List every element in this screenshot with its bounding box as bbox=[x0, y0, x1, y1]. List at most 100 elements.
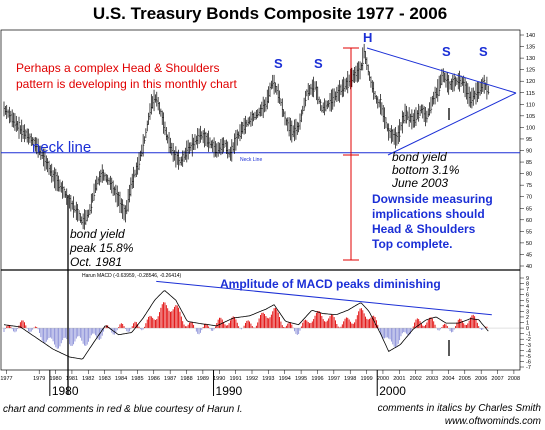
price-tick-label: 75 bbox=[526, 183, 532, 189]
price-series bbox=[3, 43, 490, 230]
year-tick-label: 2007 bbox=[491, 376, 503, 382]
downside-line-4: Top complete. bbox=[372, 237, 452, 251]
year-tick-label: 1993 bbox=[262, 376, 274, 382]
year-tick-label: 2005 bbox=[459, 376, 471, 382]
price-tick-label: 60 bbox=[526, 218, 532, 224]
price-tick-label: 105 bbox=[526, 114, 535, 120]
x-axis: 1977 1979 1980 1981 1982 1983 1984 1985 1986 1987… bbox=[0, 370, 520, 398]
macd-tick-label: 0 bbox=[526, 326, 529, 332]
year-tick-label: 2002 bbox=[410, 376, 422, 382]
year-tick-label: 1977 bbox=[0, 376, 12, 382]
macd-tick-label: 2 bbox=[526, 315, 529, 321]
macd-tick-label: 7 bbox=[526, 287, 529, 293]
price-tick-label: 135 bbox=[526, 45, 535, 51]
downside-line-1: Downside measuring bbox=[372, 192, 493, 206]
upper-trend-line bbox=[366, 47, 517, 94]
price-tick-label: 40 bbox=[526, 264, 532, 270]
year-tick-label: 1990 bbox=[213, 376, 225, 382]
macd-tick-label: -6 bbox=[526, 359, 531, 365]
yield-bottom-line-1: bond yield bbox=[392, 150, 447, 164]
credit-right-2: www.oftwominds.com bbox=[445, 416, 541, 427]
price-tick-label: 85 bbox=[526, 160, 532, 166]
price-tick-label: 120 bbox=[526, 79, 535, 85]
year-tick-label: 2004 bbox=[442, 376, 454, 382]
year-tick-label: 1984 bbox=[115, 376, 127, 382]
chart-title: U.S. Treasury Bonds Composite 1977 - 200… bbox=[93, 4, 447, 23]
year-tick-label: 1999 bbox=[360, 376, 372, 382]
red-note-line-1: Perhaps a complex Head & Shoulders bbox=[16, 61, 219, 75]
price-tick-label: 140 bbox=[526, 33, 535, 39]
year-tick-label: 2003 bbox=[426, 376, 438, 382]
price-tick-label: 70 bbox=[526, 195, 532, 201]
yield-bottom-line-3: June 2003 bbox=[391, 176, 448, 190]
neck-line-small-label: Neck Line bbox=[240, 157, 262, 163]
macd-tick-label: 4 bbox=[526, 304, 529, 310]
year-tick-label: 2008 bbox=[508, 376, 520, 382]
macd-indicator-label: Harun MACD (-0.63959, -0.28546, -0.26414… bbox=[82, 273, 182, 279]
yield-peak-line-1: bond yield bbox=[70, 227, 125, 241]
macd-histogram bbox=[1, 302, 520, 349]
year-tick-label: 1997 bbox=[328, 376, 340, 382]
yield-peak-line-3: Oct. 1981 bbox=[70, 255, 122, 269]
year-tick-label: 1995 bbox=[295, 376, 307, 382]
year-tick-label: 1996 bbox=[311, 376, 323, 382]
year-tick-label: 2006 bbox=[475, 376, 487, 382]
price-tick-label: 95 bbox=[526, 137, 532, 143]
price-tick-label: 110 bbox=[526, 102, 535, 108]
year-tick-label: 1987 bbox=[164, 376, 176, 382]
credit-right-1: comments in italics by Charles Smith bbox=[378, 403, 542, 414]
macd-tick-label: -1 bbox=[526, 332, 531, 338]
year-tick-label: 1988 bbox=[180, 376, 192, 382]
price-tick-label: 90 bbox=[526, 149, 532, 155]
year-tick-label: 1994 bbox=[279, 376, 291, 382]
macd-trend-line bbox=[156, 280, 492, 316]
shoulder-label-1: S bbox=[274, 56, 283, 71]
macd-tick-label: -7 bbox=[526, 365, 531, 371]
macd-note: Amplitude of MACD peaks diminishing bbox=[220, 277, 441, 291]
price-tick-label: 80 bbox=[526, 172, 532, 178]
macd-tick-label: 5 bbox=[526, 298, 529, 304]
red-note-line-2: pattern is developing in this monthly ch… bbox=[16, 77, 237, 91]
year-tick-label: 1980 bbox=[49, 376, 61, 382]
shoulder-label-3: S bbox=[442, 44, 451, 59]
macd-tick-label: -3 bbox=[526, 343, 531, 349]
shoulder-label-4: S bbox=[479, 44, 488, 59]
price-tick-label: 50 bbox=[526, 241, 532, 247]
year-tick-label: 1998 bbox=[344, 376, 356, 382]
year-tick-label: 1985 bbox=[131, 376, 143, 382]
year-tick-label: 1991 bbox=[230, 376, 242, 382]
macd-tick-label: 6 bbox=[526, 293, 529, 299]
downside-line-3: Head & Shoulders bbox=[372, 222, 476, 236]
macd-tick-label: -2 bbox=[526, 337, 531, 343]
year-tick-label: 1992 bbox=[246, 376, 258, 382]
price-tick-label: 130 bbox=[526, 56, 535, 62]
price-tick-label: 45 bbox=[526, 252, 532, 258]
macd-tick-label: 3 bbox=[526, 309, 529, 315]
macd-tick-label: -4 bbox=[526, 348, 531, 354]
credit-left: chart and comments in red & blue courtes… bbox=[3, 404, 243, 415]
macd-tick-label: 9 bbox=[526, 276, 529, 282]
decade-label: 1980 bbox=[52, 384, 79, 398]
head-label: H bbox=[363, 30, 372, 45]
downside-line-2: implications should bbox=[372, 207, 485, 221]
year-tick-label: 1981 bbox=[66, 376, 78, 382]
price-tick-label: 115 bbox=[526, 91, 535, 97]
price-tick-label: 100 bbox=[526, 125, 535, 131]
shoulder-label-2: S bbox=[314, 56, 323, 71]
macd-tick-label: 1 bbox=[526, 321, 529, 327]
neck-line-label: neck line bbox=[32, 139, 91, 156]
year-tick-label: 1989 bbox=[197, 376, 209, 382]
year-tick-label: 2001 bbox=[393, 376, 405, 382]
year-tick-label: 1979 bbox=[33, 376, 45, 382]
decade-label: 1990 bbox=[216, 384, 243, 398]
price-axis: 140 135 130 125 120 115 110 105 100 95 90 85 80 75 70 6… bbox=[520, 33, 535, 270]
price-tick-label: 125 bbox=[526, 68, 535, 74]
macd-tick-label: -5 bbox=[526, 354, 531, 360]
price-tick-label: 55 bbox=[526, 229, 532, 235]
yield-peak-line-2: peak 15.8% bbox=[69, 241, 134, 255]
lower-trend-line bbox=[387, 92, 517, 156]
price-tick-label: 65 bbox=[526, 206, 532, 212]
year-tick-label: 2000 bbox=[377, 376, 389, 382]
